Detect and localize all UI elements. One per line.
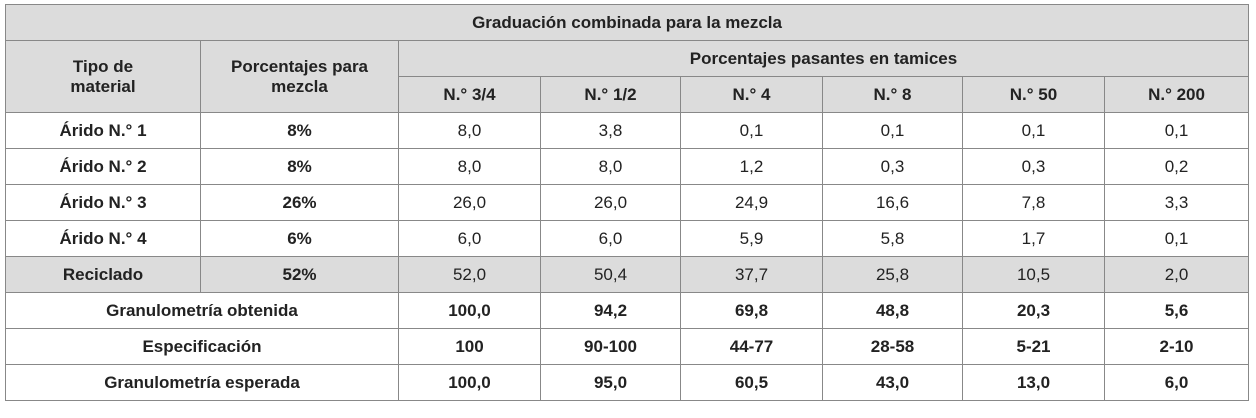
summary-value: 28-58 — [822, 328, 963, 365]
summary-value: 13,0 — [962, 364, 1105, 401]
summary-value: 5-21 — [962, 328, 1105, 365]
value-cell: 2,0 — [1103, 256, 1250, 293]
summary-value: 94,2 — [540, 292, 681, 329]
percent-cell: 8% — [200, 112, 399, 149]
sieve-header: N.° 50 — [962, 76, 1105, 113]
value-cell: 1,2 — [680, 148, 823, 185]
value-cell: 24,9 — [680, 184, 823, 221]
summary-value: 6,0 — [1103, 364, 1250, 401]
material-cell: Árido N.° 1 — [5, 112, 201, 149]
value-cell: 6,0 — [540, 220, 681, 257]
summary-value: 60,5 — [680, 364, 823, 401]
value-cell: 0,1 — [822, 112, 963, 149]
header-cell: Tipo de material — [5, 40, 201, 113]
value-cell: 26,0 — [540, 184, 681, 221]
sieve-header: N.° 3/4 — [398, 76, 541, 113]
table-row: Árido N.° 3 26% 26,0 26,0 24,9 16,6 7,8 3,3 — [5, 184, 1250, 221]
value-cell: 0,1 — [680, 112, 823, 149]
material-cell: Árido N.° 4 — [5, 220, 201, 257]
summary-value: 100,0 — [398, 364, 541, 401]
table-row: Árido N.° 4 6% 6,0 6,0 5,9 5,8 1,7 0,1 — [5, 220, 1250, 257]
summary-value: 90-100 — [540, 328, 681, 365]
value-cell: 37,7 — [680, 256, 823, 293]
value-cell: 52,0 — [398, 256, 541, 293]
summary-value: 100,0 — [398, 292, 541, 329]
value-cell: 50,4 — [540, 256, 681, 293]
percent-cell: 8% — [200, 148, 399, 185]
header-cell: Porcentajes para mezcla — [200, 40, 399, 113]
value-cell: 5,9 — [680, 220, 823, 257]
summary-label: Especificación — [5, 328, 399, 365]
table-row: Graduación combinada para la mezcla — [4, 4, 1250, 41]
value-cell: 26,0 — [398, 184, 541, 221]
header-cell: Porcentajes pasantes en tamices — [397, 40, 1250, 77]
sieve-header: N.° 200 — [1103, 76, 1250, 113]
value-cell: 0,1 — [962, 112, 1105, 149]
percent-cell: 6% — [200, 220, 399, 257]
summary-label: Granulometría esperada — [5, 364, 399, 401]
value-cell: 1,7 — [962, 220, 1105, 257]
value-cell: 7,8 — [962, 184, 1105, 221]
summary-value: 43,0 — [822, 364, 963, 401]
summary-value: 2-10 — [1103, 328, 1250, 365]
table-row: Granulometría obtenida 100,0 94,2 69,8 48,8 2… — [5, 292, 1250, 329]
summary-value: 5,6 — [1103, 292, 1250, 329]
table-title: Graduación combinada para la mezcla — [4, 4, 1250, 41]
value-cell: 16,6 — [822, 184, 963, 221]
value-cell: 0,1 — [1103, 220, 1250, 257]
value-cell: 0,2 — [1103, 148, 1250, 185]
table-row: Tipo de material Porcentajes para mezcla P… — [5, 40, 1250, 113]
table-row: Reciclado 52% 52,0 50,4 37,7 25,8 10,5 2,0 — [5, 256, 1250, 293]
value-cell: 0,3 — [962, 148, 1105, 185]
summary-value: 100 — [398, 328, 541, 365]
summary-label: Granulometría obtenida — [5, 292, 399, 329]
value-cell: 8,0 — [398, 112, 541, 149]
material-cell: Árido N.° 2 — [5, 148, 201, 185]
value-cell: 5,8 — [822, 220, 963, 257]
table-row: Especificación 100 90-100 44-77 28-58 5-21 2-1… — [5, 328, 1250, 365]
value-cell: 3,3 — [1103, 184, 1250, 221]
summary-value: 95,0 — [540, 364, 681, 401]
sieve-header: N.° 8 — [822, 76, 963, 113]
summary-value: 20,3 — [962, 292, 1105, 329]
value-cell: 6,0 — [398, 220, 541, 257]
table-row: Árido N.° 1 8% 8,0 3,8 0,1 0,1 0,1 0,1 — [5, 112, 1250, 149]
summary-value: 69,8 — [680, 292, 823, 329]
gradation-table: Graduación combinada para la mezcla Tipo … — [4, 4, 1250, 401]
percent-cell: 26% — [200, 184, 399, 221]
value-cell: 3,8 — [540, 112, 681, 149]
summary-value: 48,8 — [822, 292, 963, 329]
material-cell: Reciclado — [5, 256, 201, 293]
value-cell: 8,0 — [398, 148, 541, 185]
value-cell: 0,1 — [1103, 112, 1250, 149]
value-cell: 25,8 — [822, 256, 963, 293]
value-cell: 10,5 — [962, 256, 1105, 293]
material-cell: Árido N.° 3 — [5, 184, 201, 221]
value-cell: 0,3 — [822, 148, 963, 185]
sieve-header: N.° 1/2 — [540, 76, 681, 113]
table-row: Árido N.° 2 8% 8,0 8,0 1,2 0,3 0,3 0,2 — [5, 148, 1250, 185]
table-row: Granulometría esperada 100,0 95,0 60,5 43,0 1… — [5, 364, 1250, 401]
sieve-header: N.° 4 — [680, 76, 823, 113]
percent-cell: 52% — [200, 256, 399, 293]
table-row: N.° 3/4 N.° 1/2 N.° 4 N.° 8 N.° 50 N.° 200 — [5, 76, 1250, 113]
summary-value: 44-77 — [680, 328, 823, 365]
value-cell: 8,0 — [540, 148, 681, 185]
